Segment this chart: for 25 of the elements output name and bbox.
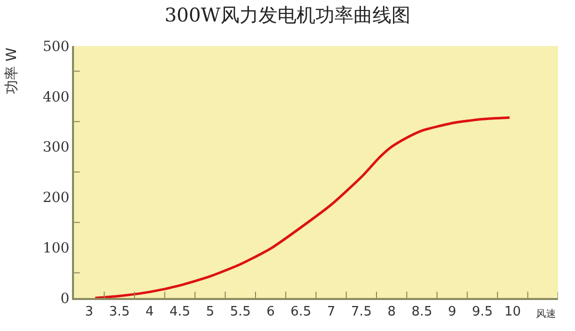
x-tick-label: 8 (387, 304, 396, 320)
x-axis-title: 风速 (536, 308, 556, 320)
line-series (94, 116, 511, 298)
x-tick-label: 6 (266, 304, 275, 320)
x-tick-label: 9.5 (472, 304, 493, 320)
x-tick-label: 3.5 (109, 304, 130, 320)
y-tick-label: 500 (42, 38, 70, 55)
chart-title: 300W风力发电机功率曲线图 (164, 4, 410, 27)
x-tick-label: 10 (504, 304, 521, 320)
x-tick-label: 3 (84, 304, 94, 320)
y-tick-label: 400 (42, 89, 70, 106)
x-tick-label: 4 (145, 304, 154, 320)
y-tick-label: 200 (42, 190, 70, 206)
x-tick-label: 5.5 (230, 304, 251, 320)
x-tick-label: 4.5 (170, 304, 190, 320)
x-tick-label: 8.5 (412, 304, 432, 320)
x-tick-label: 5 (206, 304, 214, 320)
x-tick-label: 7.5 (351, 304, 372, 320)
x-tick-label: 9 (448, 304, 456, 320)
y-tick-label: 300 (42, 140, 70, 156)
y-axis-title: 功率 W (4, 48, 20, 94)
x-tick-label: 7 (326, 304, 336, 320)
x-tick-label: 6.5 (290, 304, 312, 320)
y-tick-label: 100 (42, 240, 70, 256)
y-tick-label: 0 (60, 290, 70, 307)
